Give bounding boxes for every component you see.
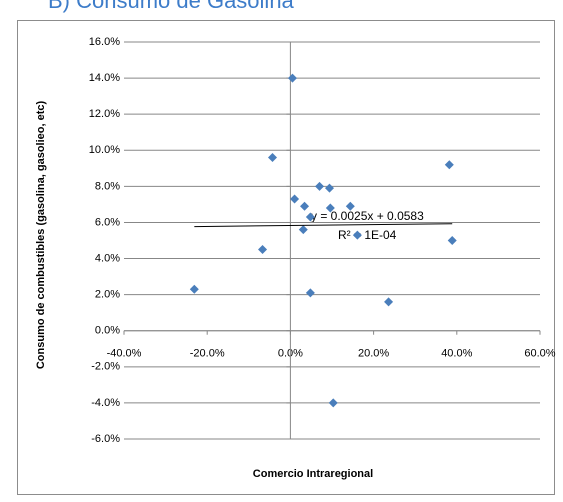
point <box>305 212 315 222</box>
x-tick-label: -20.0% <box>190 348 225 360</box>
point <box>305 288 315 298</box>
x-tick-label: -40.0% <box>107 348 142 360</box>
point <box>345 201 355 211</box>
y-axis-title: Consumo de combustibles (gasolina, gasol… <box>35 101 47 370</box>
point <box>300 201 310 211</box>
y-tick-label: 6.0% <box>95 216 120 228</box>
y-tick-label: 2.0% <box>95 289 120 301</box>
point <box>444 160 454 170</box>
point <box>315 181 325 191</box>
point <box>384 297 394 307</box>
y-tick-label: 16.0% <box>89 36 120 48</box>
point <box>258 245 268 255</box>
point <box>352 230 362 240</box>
point <box>287 73 297 83</box>
y-tick-label: 10.0% <box>89 144 120 156</box>
chart-title: B) Consumo de Gasolina <box>48 0 295 13</box>
point <box>325 183 335 193</box>
y-tick-label: 12.0% <box>89 108 120 120</box>
y-tick-label: -4.0% <box>91 397 120 409</box>
chart-border <box>17 20 555 495</box>
y-tick-label: -2.0% <box>91 361 120 373</box>
point <box>189 284 199 294</box>
y-tick-label: 14.0% <box>89 72 120 84</box>
y-tick-label: 4.0% <box>95 252 120 264</box>
x-tick-label: 20.0% <box>358 348 389 360</box>
point <box>328 398 338 408</box>
point <box>325 203 335 213</box>
point <box>268 152 278 162</box>
x-axis-title: Comercio Intraregional <box>253 468 373 480</box>
x-tick-label: 60.0% <box>524 348 555 360</box>
point <box>290 194 300 204</box>
point <box>447 236 457 245</box>
trendline-equation: y = 0.0025x + 0.0583 <box>311 209 424 223</box>
trendline-r-squared: R² = 1E-04 <box>338 228 397 242</box>
y-tick-label: 0.0% <box>95 325 120 337</box>
y-tick-label: 8.0% <box>95 180 120 192</box>
x-tick-label: 40.0% <box>441 348 472 360</box>
trendline <box>194 223 453 228</box>
y-tick-label: -6.0% <box>91 433 120 445</box>
point <box>298 225 308 235</box>
